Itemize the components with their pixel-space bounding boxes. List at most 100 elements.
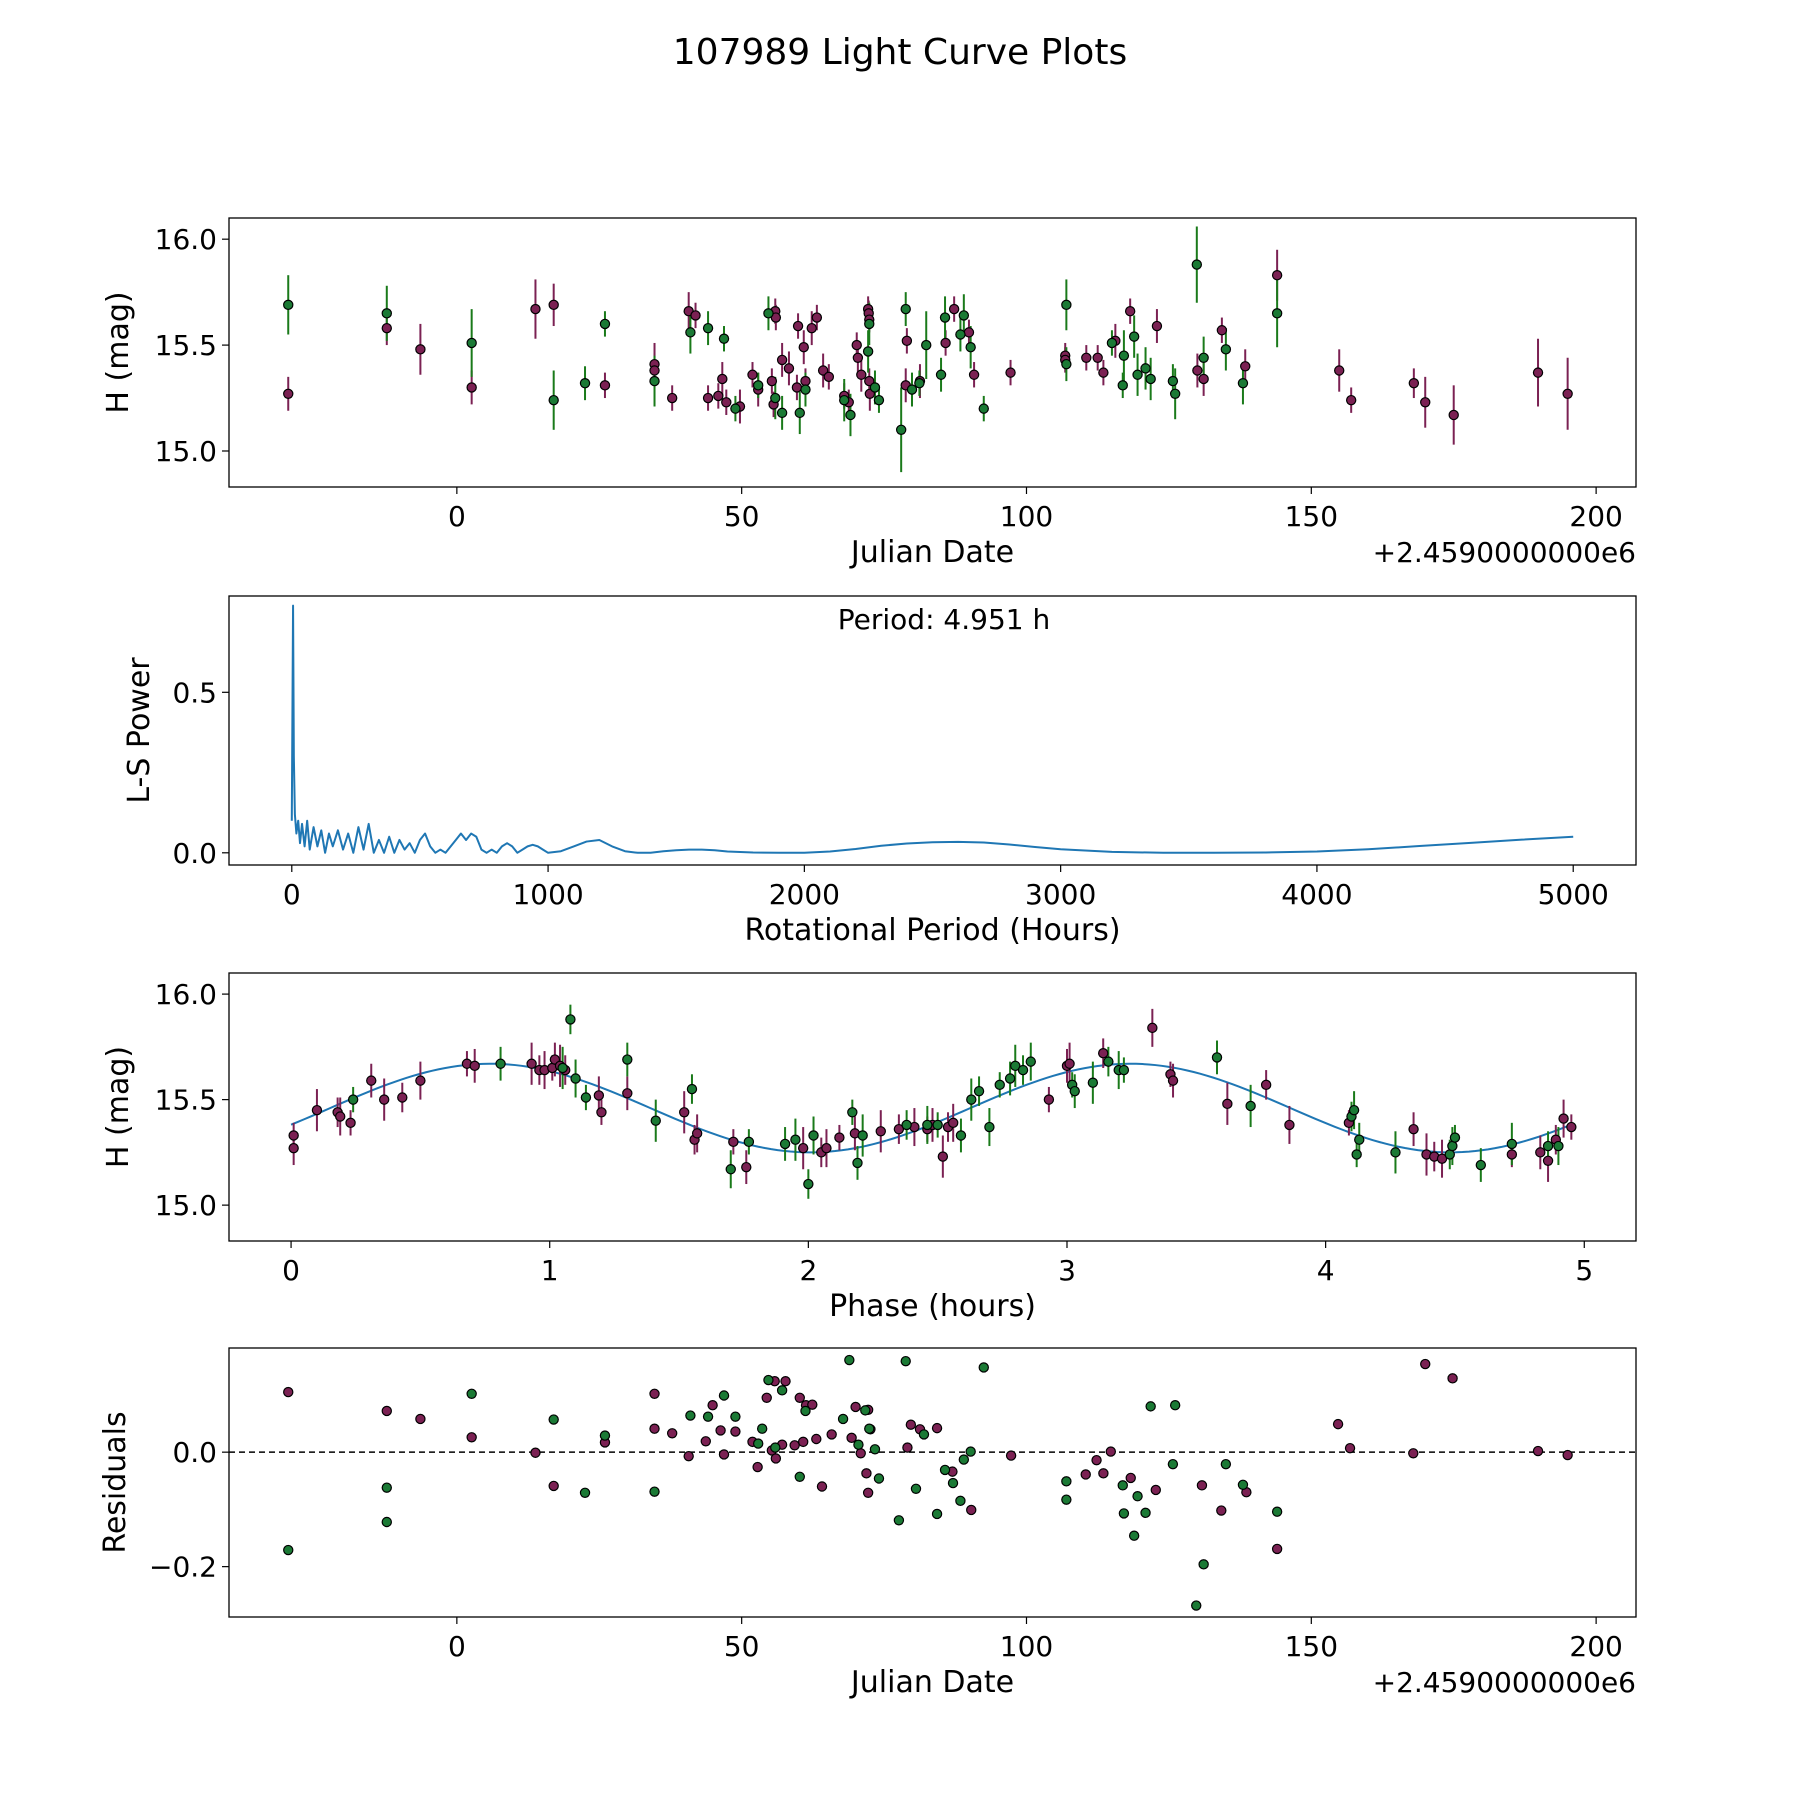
phase-data-point <box>1566 1121 1577 1133</box>
lc-data-point <box>906 384 918 395</box>
ls-y-tick-label: 0.0 <box>172 837 217 870</box>
resid-data-point <box>730 1426 741 1437</box>
resid-data-point <box>283 1544 294 1556</box>
resid-data-point <box>800 1405 811 1417</box>
resid-data-point <box>1125 1472 1136 1484</box>
phase-data-point <box>1245 1100 1256 1112</box>
phase-x-axis-label: Phase (hours) <box>829 1289 1036 1324</box>
resid-data-point <box>1128 1530 1140 1541</box>
resid-data-point <box>715 1425 726 1436</box>
lc-data-point <box>730 403 741 414</box>
lc-data-point <box>895 424 907 436</box>
resid-data-point <box>902 1442 913 1453</box>
lc-data-point <box>1132 369 1143 380</box>
phase-data-point <box>1449 1132 1461 1143</box>
phase-data-point <box>901 1119 912 1131</box>
phase-data-point <box>932 1119 943 1131</box>
lc-data-point <box>955 329 966 340</box>
resid-data-point <box>548 1414 559 1425</box>
resid-data-point <box>1237 1479 1249 1490</box>
resid-data-point <box>700 1436 711 1447</box>
phase-data-point <box>596 1107 607 1118</box>
resid-data-point <box>1005 1450 1017 1461</box>
phase-data-point <box>1506 1138 1518 1150</box>
phase-data-point <box>622 1054 633 1065</box>
resid-data-point <box>548 1480 559 1492</box>
lc-axes-frame <box>228 217 1637 488</box>
ls-x-tick-label: 0 <box>283 878 301 911</box>
lc-y-tick-label: 16.0 <box>155 223 217 256</box>
resid-data-point <box>1098 1468 1109 1479</box>
lc-x-tick-label: 150 <box>1285 500 1338 533</box>
phase-plot-area <box>288 1004 1577 1199</box>
resid-data-point <box>381 1405 392 1417</box>
resid-y-axis-label: Residuals <box>98 1411 133 1553</box>
resid-data-point <box>1091 1454 1102 1466</box>
lc-data-point <box>548 299 559 311</box>
lc-data-point <box>958 310 970 321</box>
figure-title: 107989 Light Curve Plots <box>673 32 1127 73</box>
phase-data-point <box>955 1130 967 1141</box>
phase-data-point <box>335 1111 346 1122</box>
phase-data-point <box>893 1123 905 1135</box>
lc-data-point <box>466 337 477 349</box>
resid-data-point <box>861 1468 872 1479</box>
phase-data-point <box>857 1130 868 1141</box>
phase-data-point <box>852 1157 863 1169</box>
phase-data-point <box>1004 1073 1016 1084</box>
ls-x-axis-label: Rotational Period (Hours) <box>744 913 1120 948</box>
resid-data-point <box>873 1473 885 1484</box>
lc-data-point <box>965 342 976 353</box>
phase-data-point <box>1535 1147 1546 1158</box>
lc-data-point <box>845 409 856 421</box>
resid-data-point <box>666 1428 678 1439</box>
lc-data-point <box>649 365 660 376</box>
resid-data-point <box>966 1504 977 1516</box>
phase-data-point <box>1069 1085 1080 1097</box>
ls-x-tick-label: 2000 <box>769 878 840 911</box>
lc-data-point <box>978 403 989 414</box>
ls-x-tick-label: 3000 <box>1025 878 1096 911</box>
resid-data-point <box>466 1388 477 1399</box>
lc-data-point <box>1124 305 1136 317</box>
resid-data-point <box>752 1461 763 1473</box>
resid-x-tick-label: 100 <box>1000 1630 1053 1663</box>
lc-data-point <box>770 392 781 404</box>
ls-power-line <box>290 604 1574 854</box>
resid-data-point <box>718 1449 730 1460</box>
resid-x-tick-label: 0 <box>448 1630 466 1663</box>
phase-data-point <box>565 1014 576 1025</box>
light-curve-panel: Julian Date H (mag) +2.4590000000e6 0 50 1… <box>101 217 1637 570</box>
resid-data-point <box>283 1386 294 1398</box>
resid-data-point <box>1447 1373 1458 1384</box>
resid-data-point <box>381 1482 392 1493</box>
lc-data-point <box>599 318 611 330</box>
lc-data-point <box>1117 380 1128 391</box>
lc-data-point <box>823 371 835 383</box>
phase-data-point <box>922 1119 933 1131</box>
resid-data-point <box>649 1423 660 1434</box>
lc-data-point <box>948 303 960 315</box>
phase-data-point <box>1408 1123 1419 1135</box>
resid-data-point <box>893 1515 905 1526</box>
lc-data-point <box>283 388 294 400</box>
lc-data-point <box>921 339 932 351</box>
phase-data-point <box>1558 1113 1569 1124</box>
phase-data-point <box>847 1107 858 1118</box>
lc-data-point <box>968 369 980 380</box>
phase-data-point <box>526 1058 537 1069</box>
lc-x-tick-label: 100 <box>1000 500 1053 533</box>
phase-data-point <box>1222 1098 1233 1110</box>
resid-data-point <box>844 1354 855 1366</box>
lc-plot-area <box>283 226 1573 473</box>
phase-data-point <box>288 1142 299 1154</box>
lc-data-point <box>1220 344 1232 355</box>
resid-data-point <box>1332 1418 1344 1430</box>
phase-data-point <box>741 1161 752 1173</box>
phase-data-point <box>1447 1140 1458 1152</box>
lc-data-point <box>1098 367 1109 378</box>
ls-y-axis-label: L-S Power <box>122 657 157 804</box>
phase-data-point <box>1010 1060 1021 1072</box>
lc-data-point <box>873 394 885 406</box>
lc-data-point <box>752 380 764 391</box>
